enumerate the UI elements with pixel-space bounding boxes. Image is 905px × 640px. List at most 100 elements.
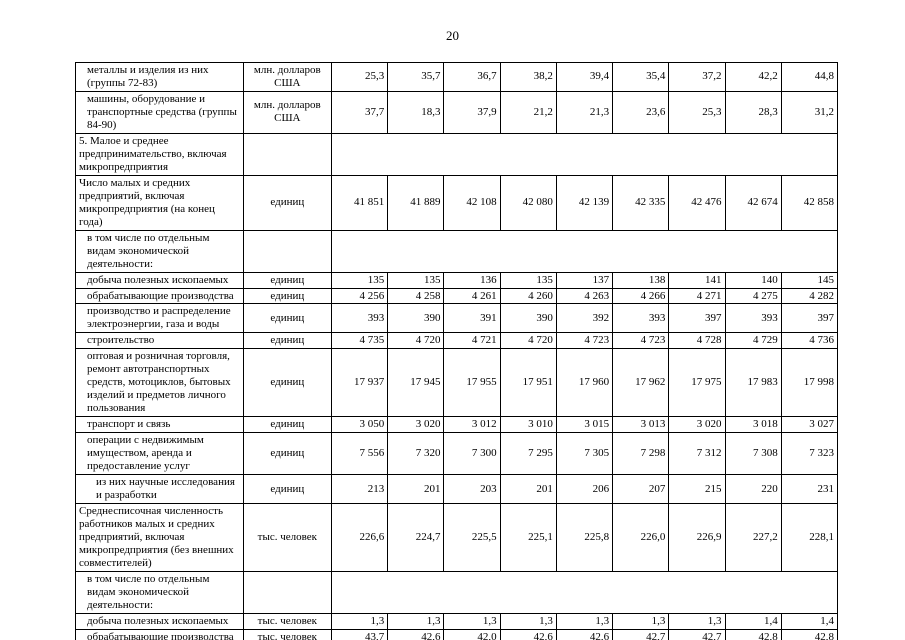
table-row: операции с недвижимым имуществом, аренда… — [75, 432, 839, 476]
row-value: 18,3 — [387, 90, 445, 134]
row-value: 4 728 — [668, 332, 726, 350]
row-value: 141 — [668, 271, 726, 289]
row-label: добыча полезных ископаемых — [75, 612, 244, 630]
row-value: 28,3 — [724, 90, 782, 134]
row-value: 135 — [499, 271, 557, 289]
row-value: 390 — [499, 303, 557, 334]
row-value: 17 998 — [780, 348, 839, 418]
table-row: 5. Малое и среднее предпринимательство, … — [75, 132, 838, 176]
row-label: в том числе по отдельным видам экономиче… — [75, 229, 244, 273]
row-value: 1,3 — [330, 612, 389, 630]
row-value: 201 — [387, 474, 445, 505]
row-value: 43,7 — [330, 628, 389, 640]
row-value: 393 — [724, 303, 782, 334]
row-value: 17 962 — [612, 348, 670, 418]
row-label: из них научные исследования и разработки — [75, 474, 244, 505]
row-value: 1,3 — [668, 612, 726, 630]
row-value: 227,2 — [724, 503, 782, 572]
row-value: 17 983 — [724, 348, 782, 418]
row-value: 392 — [555, 303, 614, 334]
row-value: 4 721 — [443, 332, 501, 350]
row-unit — [242, 229, 333, 273]
row-value: 207 — [612, 474, 670, 505]
table-row: обрабатывающие производства единиц 4 256 4 … — [75, 287, 839, 305]
row-value: 224,7 — [387, 503, 445, 572]
row-value: 135 — [387, 271, 445, 289]
row-unit: единиц — [242, 287, 333, 305]
row-value: 42,0 — [443, 628, 501, 640]
table-row: из них научные исследования и разработки… — [75, 474, 839, 505]
row-unit: единиц — [242, 332, 333, 350]
table-row: машины, оборудование и транспортные сред… — [75, 90, 839, 134]
row-value: 3 020 — [668, 416, 726, 434]
row-value: 7 308 — [724, 432, 782, 476]
row-value: 3 010 — [499, 416, 557, 434]
row-unit: единиц — [242, 432, 333, 476]
row-value: 17 951 — [499, 348, 557, 418]
row-value: 145 — [780, 271, 839, 289]
row-value: 393 — [330, 303, 389, 334]
row-value: 44,8 — [780, 62, 839, 92]
row-value: 1,3 — [387, 612, 445, 630]
row-value: 4 720 — [387, 332, 445, 350]
row-value: 140 — [724, 271, 782, 289]
table-row: оптовая и розничная торговля, ремонт авт… — [75, 348, 839, 418]
row-value: 1,3 — [499, 612, 557, 630]
row-value: 3 027 — [780, 416, 839, 434]
row-label: транспорт и связь — [75, 416, 244, 434]
table-row: Среднесписочная численность работников м… — [75, 503, 839, 572]
row-unit: единиц — [242, 474, 333, 505]
row-value: 226,9 — [668, 503, 726, 572]
row-value: 42,8 — [780, 628, 839, 640]
row-value: 390 — [387, 303, 445, 334]
row-value: 4 260 — [499, 287, 557, 305]
row-value: 38,2 — [499, 62, 557, 92]
row-unit — [242, 132, 333, 176]
table-row: Число малых и средних предприятий, включ… — [75, 174, 839, 231]
row-label: в том числе по отдельным видам экономиче… — [75, 570, 244, 614]
row-unit: млн. долларов США — [242, 62, 333, 92]
row-value: 391 — [443, 303, 501, 334]
row-unit: млн. долларов США — [242, 90, 333, 134]
row-value: 42 108 — [443, 174, 501, 231]
row-value: 42,6 — [555, 628, 614, 640]
row-value: 42 080 — [499, 174, 557, 231]
row-value: 4 735 — [330, 332, 389, 350]
row-value: 4 282 — [780, 287, 839, 305]
row-value: 3 020 — [387, 416, 445, 434]
row-value: 138 — [612, 271, 670, 289]
row-unit: тыс. человек — [242, 612, 333, 630]
row-label: операции с недвижимым имуществом, аренда… — [75, 432, 244, 476]
row-unit: единиц — [242, 348, 333, 418]
row-value: 17 975 — [668, 348, 726, 418]
row-value: 1,3 — [555, 612, 614, 630]
row-value: 25,3 — [330, 62, 389, 92]
row-value: 3 013 — [612, 416, 670, 434]
row-value: 3 050 — [330, 416, 389, 434]
row-value: 203 — [443, 474, 501, 505]
table-row: производство и распределение электроэнер… — [75, 303, 839, 334]
row-value: 23,6 — [612, 90, 670, 134]
row-unit: единиц — [242, 416, 333, 434]
row-value: 397 — [668, 303, 726, 334]
row-value: 4 275 — [724, 287, 782, 305]
table-body: металлы и изделия из них (группы 72-83) м… — [75, 62, 839, 640]
table-row: строительство единиц 4 735 4 720 4 721 4 720 4… — [75, 332, 839, 350]
row-value: 4 729 — [724, 332, 782, 350]
row-value: 225,1 — [499, 503, 557, 572]
row-unit: тыс. человек — [242, 628, 333, 640]
row-value: 42,7 — [668, 628, 726, 640]
row-label: обрабатывающие производства — [75, 628, 244, 640]
row-value: 206 — [555, 474, 614, 505]
table-row: обрабатывающие производства тыс. человек 4… — [75, 628, 839, 640]
row-value: 1,3 — [612, 612, 670, 630]
row-value: 42,6 — [387, 628, 445, 640]
row-empty-values — [331, 132, 838, 176]
row-value: 137 — [555, 271, 614, 289]
row-value: 228,1 — [780, 503, 839, 572]
table-row: в том числе по отдельным видам экономиче… — [75, 570, 838, 614]
row-value: 31,2 — [780, 90, 839, 134]
row-value: 4 258 — [387, 287, 445, 305]
row-value: 42 335 — [612, 174, 670, 231]
row-unit: единиц — [242, 303, 333, 334]
